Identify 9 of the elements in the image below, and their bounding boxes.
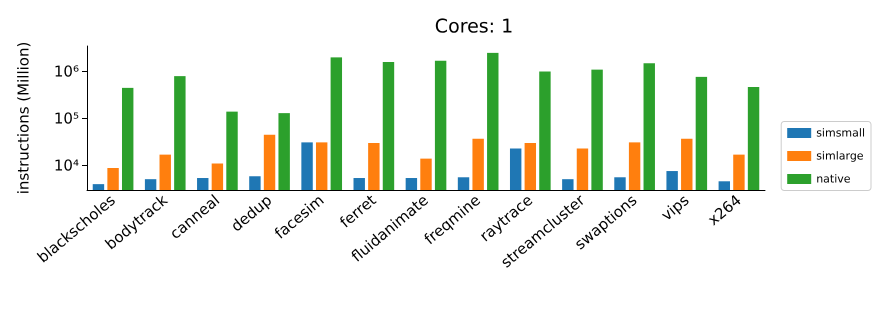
y-axis-title: instructions (Million) (14, 42, 32, 194)
y-tick-label: 10⁶ (54, 62, 79, 81)
legend-label: simlarge (816, 150, 864, 162)
legend-label: native (816, 172, 851, 186)
y-tick-label: 10⁴ (54, 156, 79, 174)
x-tick-label: vips (658, 190, 693, 224)
legend-label: simsmall (816, 126, 866, 140)
y-tick-label: 10⁵ (54, 109, 79, 128)
chart-title: Cores: 1 (434, 16, 514, 38)
